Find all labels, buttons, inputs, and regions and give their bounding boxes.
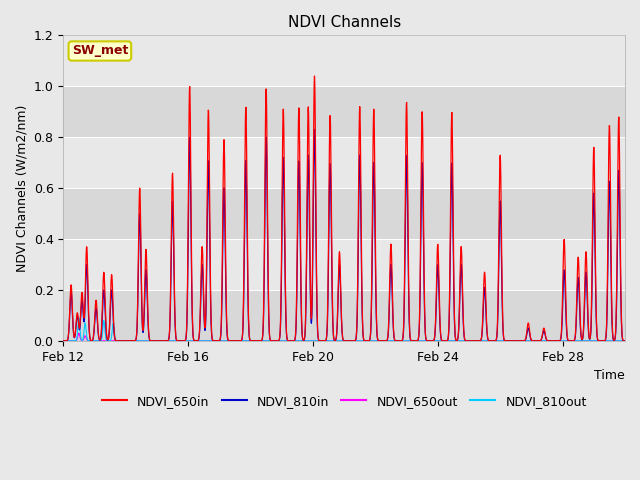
Bar (63, 290, 625, 341)
Bar (63, 137, 625, 188)
Text: SW_met: SW_met (72, 45, 128, 58)
Bar (63, 36, 625, 86)
Bar (63, 86, 625, 137)
Title: NDVI Channels: NDVI Channels (287, 15, 401, 30)
X-axis label: Time: Time (595, 369, 625, 382)
Y-axis label: NDVI Channels (W/m2/nm): NDVI Channels (W/m2/nm) (15, 104, 28, 272)
Bar (63, 188, 625, 239)
Legend: NDVI_650in, NDVI_810in, NDVI_650out, NDVI_810out: NDVI_650in, NDVI_810in, NDVI_650out, NDV… (97, 390, 591, 413)
Bar (63, 239, 625, 290)
